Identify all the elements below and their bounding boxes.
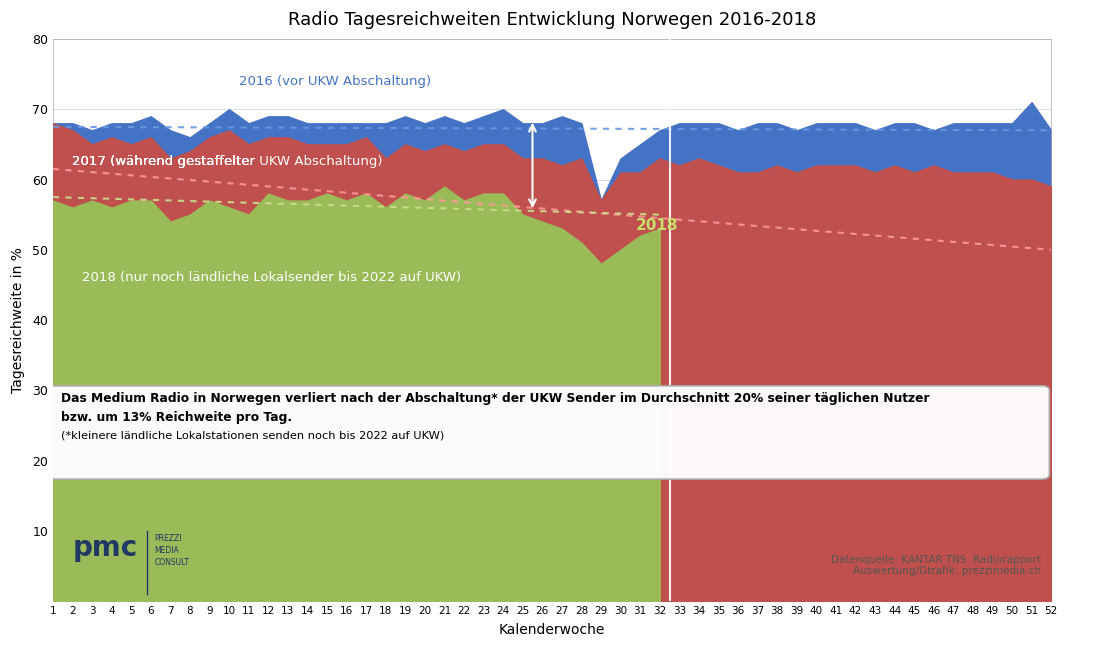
- Text: 2018: 2018: [636, 218, 678, 233]
- Text: PREZZI
MEDIA
CONSULT: PREZZI MEDIA CONSULT: [154, 535, 190, 567]
- Text: 2018 (nur noch ländliche Lokalsender bis 2022 auf UKW): 2018 (nur noch ländliche Lokalsender bis…: [82, 272, 462, 284]
- Text: (*kleinere ländliche Lokalstationen senden noch bis 2022 auf UKW): (*kleinere ländliche Lokalstationen send…: [61, 431, 444, 441]
- Text: 2017 (während gestaffelter UKW Abschaltung): 2017 (während gestaffelter UKW Abschaltu…: [72, 156, 383, 168]
- Text: 2016 (vor UKW Abschaltung): 2016 (vor UKW Abschaltung): [239, 75, 431, 87]
- Text: Datenquelle: KANTAR TNS  Radiorapport
Auswertung/Gtrafik: prezzimedia.ch: Datenquelle: KANTAR TNS Radiorapport Aus…: [831, 555, 1041, 577]
- Text: pmc: pmc: [72, 535, 138, 562]
- Text: Das Medium Radio in Norwegen verliert nach der Abschaltung* der UKW Sender im Du: Das Medium Radio in Norwegen verliert na…: [61, 392, 929, 405]
- Text: 2017 (während gestaffelter: 2017 (während gestaffelter: [72, 156, 260, 168]
- Y-axis label: Tagesreichweite in %: Tagesreichweite in %: [11, 247, 26, 393]
- X-axis label: Kalenderwoche: Kalenderwoche: [498, 623, 605, 637]
- Text: 2017: 2017: [1057, 203, 1100, 218]
- FancyBboxPatch shape: [44, 386, 1049, 479]
- Title: Radio Tagesreichweiten Entwicklung Norwegen 2016-2018: Radio Tagesreichweiten Entwicklung Norwe…: [287, 11, 816, 29]
- Text: 2017 (während gestaffelter: 2017 (während gestaffelter: [72, 156, 260, 168]
- Text: 2016: 2016: [1057, 141, 1100, 156]
- Text: bzw. um 13% Reichweite pro Tag.: bzw. um 13% Reichweite pro Tag.: [61, 410, 292, 424]
